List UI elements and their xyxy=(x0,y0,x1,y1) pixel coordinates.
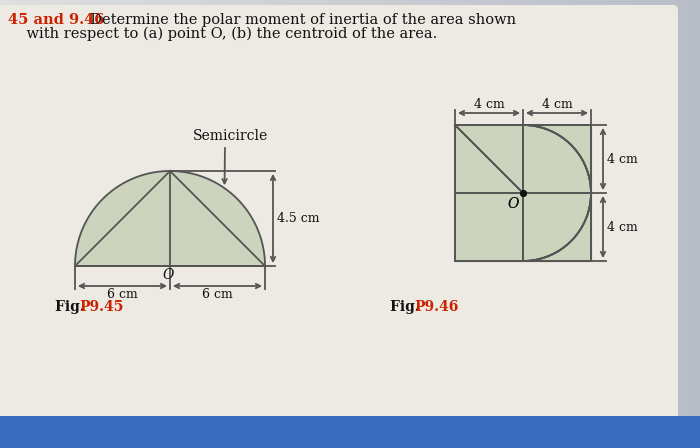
Text: 4.5 cm: 4.5 cm xyxy=(277,212,319,225)
Text: O: O xyxy=(508,197,519,211)
Polygon shape xyxy=(455,125,591,261)
Text: P9.45: P9.45 xyxy=(79,300,123,314)
Text: 6 cm: 6 cm xyxy=(107,288,138,301)
Text: O: O xyxy=(162,268,174,282)
Text: 45 and 9.46: 45 and 9.46 xyxy=(8,13,104,27)
Text: with respect to (a) point O, (b) the centroid of the area.: with respect to (a) point O, (b) the cen… xyxy=(8,27,438,41)
Text: Determine the polar moment of inertia of the area shown: Determine the polar moment of inertia of… xyxy=(81,13,516,27)
Text: 4 cm: 4 cm xyxy=(542,98,573,111)
Text: Fig.: Fig. xyxy=(55,300,90,314)
Text: 4 cm: 4 cm xyxy=(607,220,638,233)
Polygon shape xyxy=(75,171,265,266)
Bar xyxy=(0,416,700,448)
FancyBboxPatch shape xyxy=(0,5,678,423)
Polygon shape xyxy=(455,125,591,261)
Text: P9.46: P9.46 xyxy=(414,300,458,314)
Text: 6 cm: 6 cm xyxy=(202,288,233,301)
Text: 4 cm: 4 cm xyxy=(607,152,638,165)
Text: 4 cm: 4 cm xyxy=(474,98,505,111)
Text: Semicircle: Semicircle xyxy=(193,129,267,143)
Text: Fig.: Fig. xyxy=(390,300,425,314)
Text: O: O xyxy=(508,197,519,211)
